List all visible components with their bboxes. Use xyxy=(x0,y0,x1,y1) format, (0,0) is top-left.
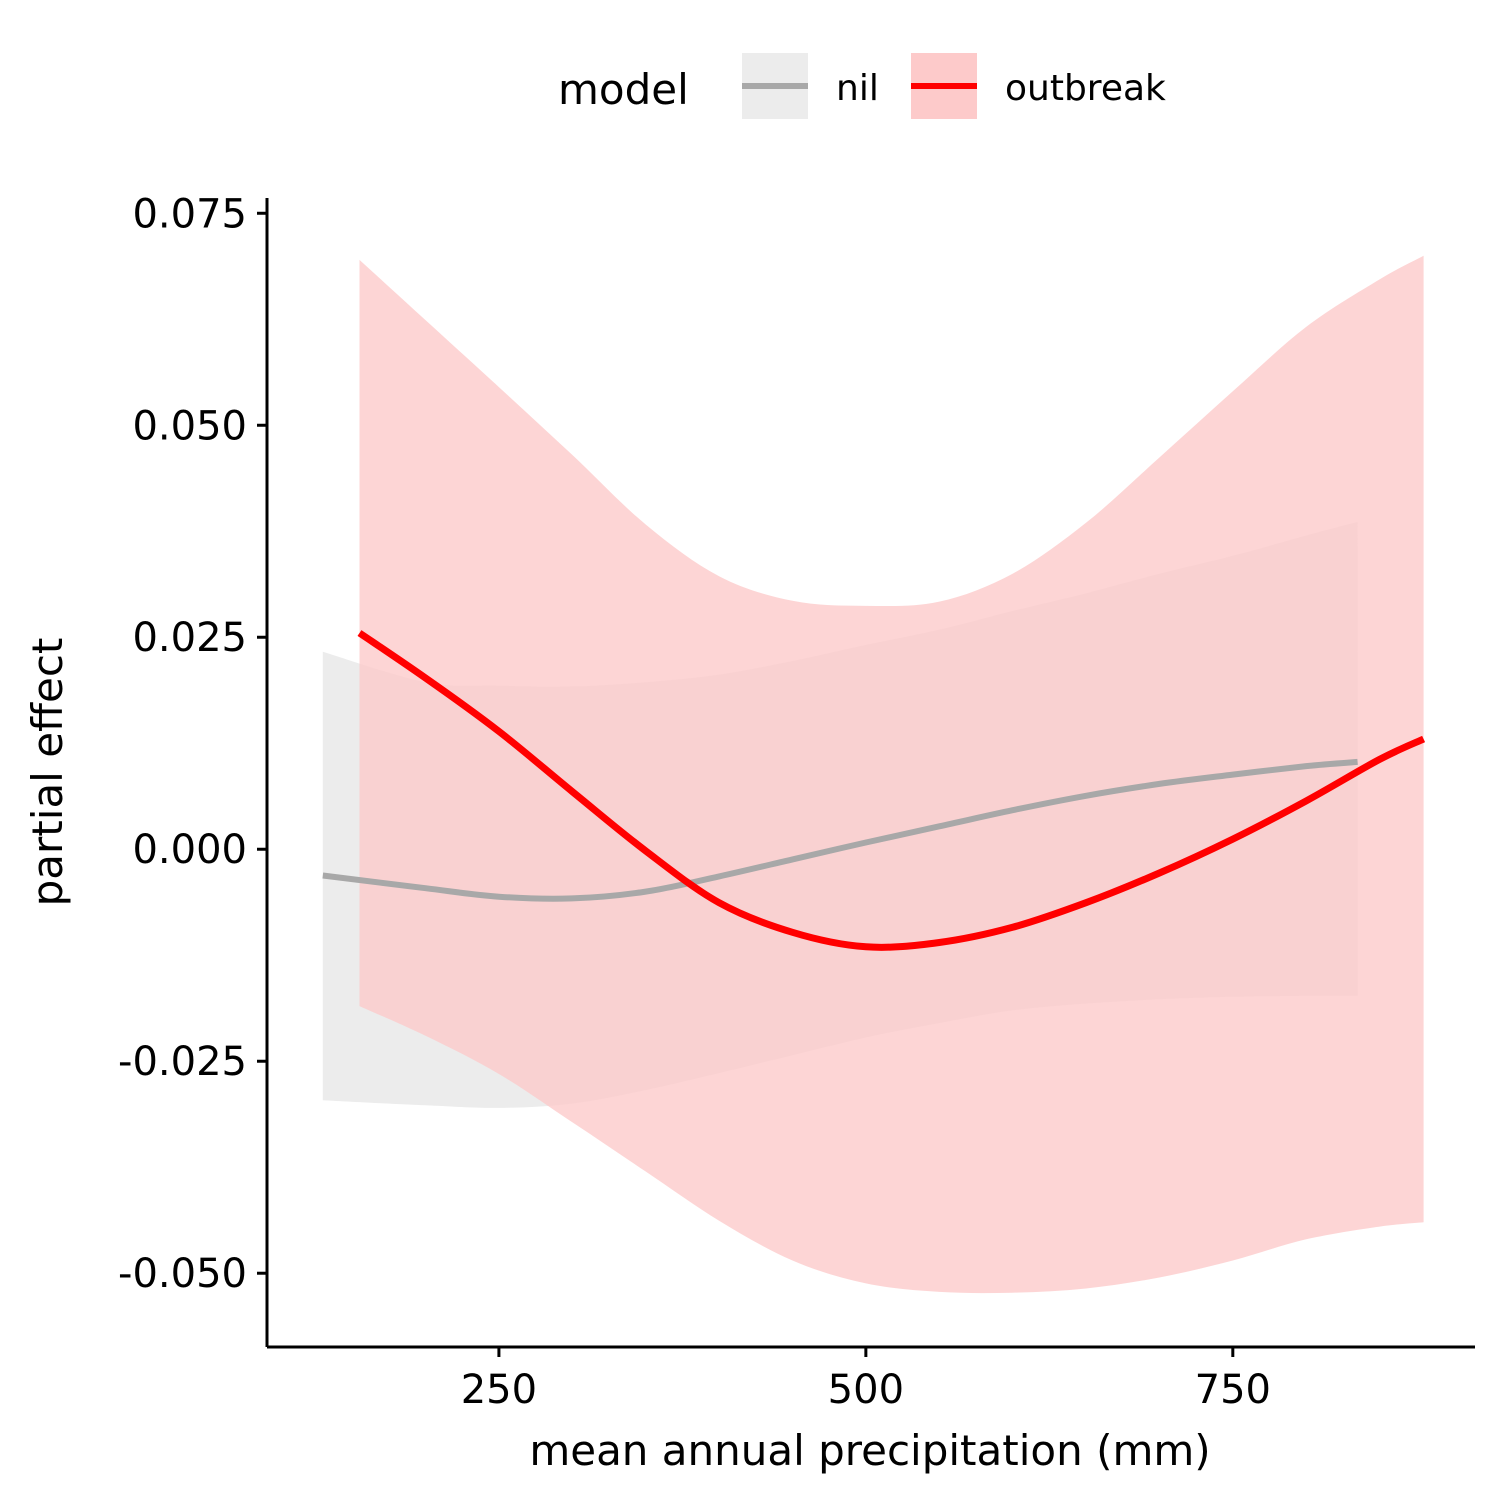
outbreak-confidence-band xyxy=(359,255,1424,1294)
y-axis: -0.050 -0.025 0.000 0.025 0.050 0.075 xyxy=(118,191,269,1347)
y-tick-label: 0.075 xyxy=(132,191,247,237)
legend-title: model xyxy=(558,65,689,114)
plot-panel xyxy=(322,255,1426,1294)
y-axis-title: partial effect xyxy=(23,638,72,907)
x-axis-title: mean annual precipitation (mm) xyxy=(529,1426,1210,1475)
x-tick-label: 250 xyxy=(461,1367,537,1413)
nil-series-line xyxy=(322,758,1358,902)
outbreak-series-line xyxy=(357,630,1426,951)
y-tick-label: -0.025 xyxy=(118,1039,247,1085)
x-axis: 250 500 750 xyxy=(267,1345,1475,1413)
x-tick-label: 750 xyxy=(1195,1367,1271,1413)
y-tick-label: 0.025 xyxy=(132,615,247,661)
legend: model nil outbreak xyxy=(558,53,1166,119)
x-tick-label: 500 xyxy=(828,1367,904,1413)
legend-label-nil: nil xyxy=(836,68,879,109)
legend-label-outbreak: outbreak xyxy=(1005,68,1166,109)
y-tick-label: 0.000 xyxy=(132,827,247,873)
y-tick-label: -0.050 xyxy=(118,1251,247,1297)
y-tick-label: 0.050 xyxy=(132,403,247,449)
